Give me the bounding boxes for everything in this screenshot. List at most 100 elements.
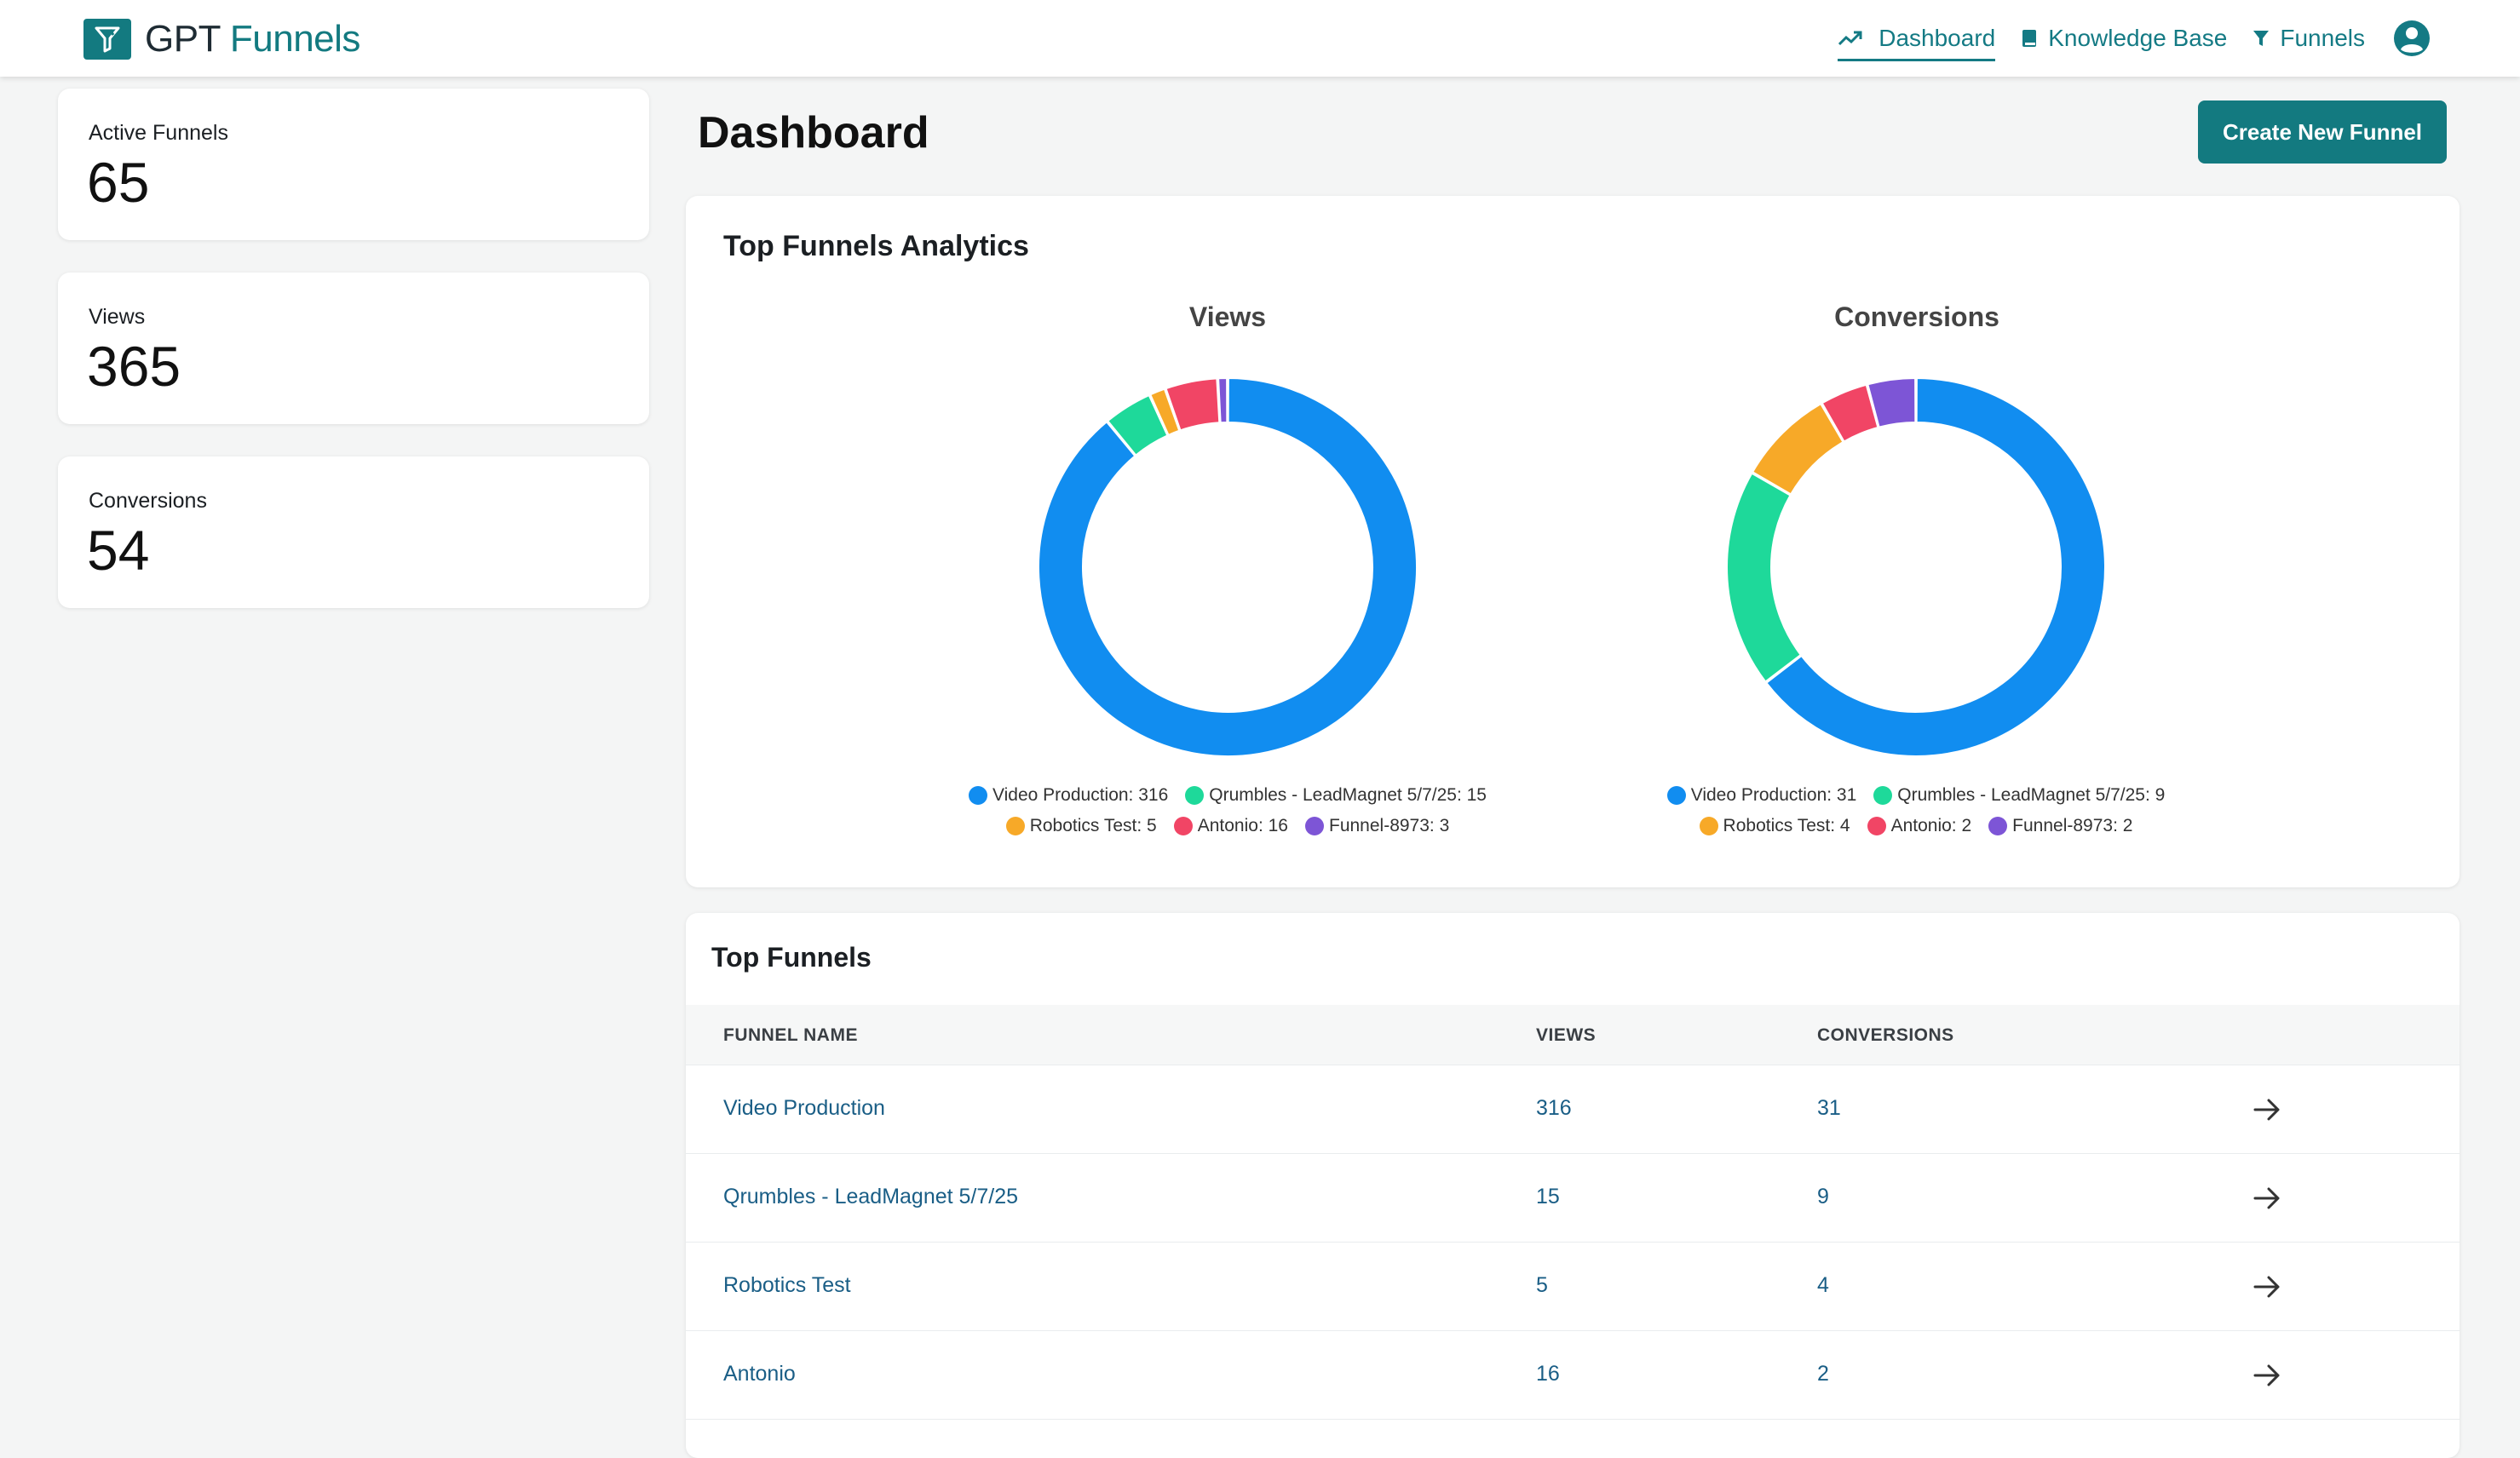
conversions-legend: Video Production: 31 Qrumbles - LeadMagne… [1609,785,2223,847]
legend-swatch [969,786,987,805]
views-legend: Video Production: 316 Qrumbles - LeadMagn… [921,785,1534,847]
book-icon [2022,30,2037,47]
table-row[interactable] [686,1419,2460,1458]
views-slice-video-production[interactable] [1038,376,1418,757]
legend-label: Funnel-8973: 3 [1329,816,1450,835]
conversions-slice-qrumbles-leadmagnet-5-7-25[interactable] [1726,472,1803,683]
arrow-right-icon[interactable] [2252,1360,2282,1391]
conversions-donut-chart [1726,376,2106,757]
column-header-conversions: CONVERSIONS [1817,1025,1954,1045]
funnel-name-link[interactable]: Video Production [723,1096,885,1120]
conversions-slice-funnel-8973[interactable] [1867,376,1917,428]
trending-up-icon [1838,31,1862,46]
legend-row: Video Production: 316 Qrumbles - LeadMagn… [921,785,1534,806]
arrow-right-icon[interactable] [2252,1271,2282,1302]
main-nav: Dashboard Knowledge Base Funnels [1812,15,2431,61]
legend-swatch [1005,817,1025,835]
views-slice-antonio[interactable] [1165,377,1221,432]
legend-swatch [1988,817,2008,835]
legend-label: Video Production: 31 [1690,785,1857,805]
legend-label: Qrumbles - LeadMagnet 5/7/25: 9 [1897,785,2166,805]
legend-label: Funnel-8973: 2 [2012,816,2133,835]
legend-item[interactable]: Antonio: 2 [1867,816,1971,836]
nav-dashboard[interactable]: Dashboard [1838,15,1996,61]
legend-label: Video Production: 316 [992,785,1169,805]
legend-item[interactable]: Qrumbles - LeadMagnet 5/7/25: 9 [1873,785,2165,806]
brand-name-part1: GPT [145,18,221,60]
legend-item[interactable]: Video Production: 31 [1666,785,1857,806]
legend-swatch [1699,817,1718,835]
conversions-value: 2 [1817,1362,1829,1386]
views-value: 15 [1536,1185,1560,1208]
conversions-slice-robotics-test[interactable] [1751,402,1844,496]
stat-label: Views [89,305,146,329]
conversions-value: 9 [1817,1185,1829,1208]
legend-label: Antonio: 16 [1197,816,1288,835]
stat-value: 65 [87,151,150,214]
views-slice-robotics-test[interactable] [1148,387,1181,437]
views-chart-title: Views [1188,301,1267,332]
brand-logo[interactable]: GPT Funnels [83,19,360,60]
create-new-funnel-button[interactable]: Create New Funnel [2198,100,2447,164]
column-header-funnel-name: FUNNEL NAME [723,1025,858,1045]
legend-item[interactable]: Qrumbles - LeadMagnet 5/7/25: 15 [1185,785,1487,806]
stat-card-active-funnels: Active Funnels 65 [58,89,649,240]
views-donut-chart [1038,376,1418,757]
nav-dashboard-label: Dashboard [1878,25,1996,51]
funnel-name-link[interactable]: Qrumbles - LeadMagnet 5/7/25 [723,1185,1019,1208]
analytics-title: Top Funnels Analytics [723,230,1029,262]
legend-label: Qrumbles - LeadMagnet 5/7/25: 15 [1209,785,1487,805]
conversions-chart-title: Conversions [1834,301,1999,332]
legend-swatch [1173,817,1193,835]
conversions-slice-video-production[interactable] [1765,376,2106,757]
stat-card-conversions: Conversions 54 [58,456,649,608]
table-row[interactable]: Robotics Test 5 4 [686,1242,2460,1330]
conversions-value: 31 [1817,1096,1841,1120]
funnel-icon [2253,31,2270,46]
top-navbar: GPT Funnels Dashboard Knowledge Base Fun… [0,0,2520,77]
brand-name: GPT Funnels [145,19,360,60]
page-title: Dashboard [698,108,929,158]
funnel-name-link[interactable]: Robotics Test [723,1273,851,1297]
legend-item[interactable]: Funnel-8973: 2 [1988,816,2132,836]
column-header-views: VIEWS [1536,1025,1597,1045]
views-slice-qrumbles-leadmagnet-5-7-25[interactable] [1106,393,1169,456]
conversions-slice-antonio[interactable] [1821,383,1879,443]
legend-label: Robotics Test: 4 [1723,816,1850,835]
legend-item[interactable]: Robotics Test: 4 [1699,816,1850,836]
legend-item[interactable]: Funnel-8973: 3 [1305,816,1449,836]
arrow-right-icon[interactable] [2252,1094,2282,1125]
table-row[interactable]: Video Production 316 31 [686,1065,2460,1153]
stat-value: 54 [87,519,150,582]
brand-name-part2: Funnels [229,18,361,60]
nav-funnels[interactable]: Funnels [2252,15,2365,61]
legend-swatch [1873,786,1893,805]
user-avatar-icon[interactable] [2392,19,2431,58]
funnel-logo-icon [83,19,131,60]
views-value: 5 [1536,1273,1548,1297]
stat-card-views: Views 365 [58,273,649,424]
table-header: FUNNEL NAME VIEWS CONVERSIONS [686,1005,2460,1065]
nav-knowledge-base[interactable]: Knowledge Base [2021,15,2227,61]
table-row[interactable]: Antonio 16 2 [686,1330,2460,1419]
views-value: 16 [1536,1362,1560,1386]
views-value: 316 [1536,1096,1572,1120]
analytics-card: Top Funnels Analytics Views Video Produc… [686,196,2460,887]
legend-label: Robotics Test: 5 [1029,816,1157,835]
legend-item[interactable]: Robotics Test: 5 [1005,816,1157,836]
stat-value: 365 [87,335,181,398]
legend-item[interactable]: Antonio: 16 [1173,816,1288,836]
arrow-right-icon[interactable] [2252,1183,2282,1214]
top-funnels-card: Top Funnels FUNNEL NAME VIEWS CONVERSION… [686,913,2460,1458]
nav-knowledge-base-label: Knowledge Base [2048,25,2228,51]
views-slice-funnel-8973[interactable] [1217,376,1228,424]
legend-swatch [1666,786,1686,805]
legend-swatch [1305,817,1324,835]
legend-row: Video Production: 31 Qrumbles - LeadMagne… [1609,785,2223,806]
legend-item[interactable]: Video Production: 316 [969,785,1168,806]
stat-label: Active Funnels [89,121,228,145]
table-row[interactable]: Qrumbles - LeadMagnet 5/7/25 15 9 [686,1153,2460,1242]
nav-funnels-label: Funnels [2280,25,2365,51]
funnel-name-link[interactable]: Antonio [723,1362,796,1386]
legend-row: Robotics Test: 4 Antonio: 2 Funnel-8973: 2 [1609,816,2223,836]
